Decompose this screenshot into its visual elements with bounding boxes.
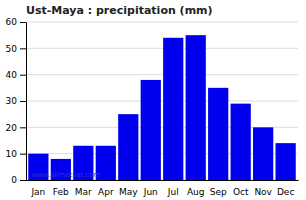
- x-tick-label: Mar: [75, 187, 92, 197]
- x-tick-label: Oct: [233, 187, 249, 197]
- chart-svg: 0 10 20 30 40 50 60 Jan Feb Mar Apr May Jun Jul Aug Sep…: [0, 0, 306, 200]
- x-axis-line: [27, 180, 299, 181]
- x-tick: May: [119, 187, 138, 197]
- grid-line: [26, 101, 298, 102]
- bar: [208, 88, 228, 180]
- grid-line: [26, 74, 298, 75]
- y-tick-label: 0: [11, 175, 17, 185]
- x-tick-label: Sep: [210, 187, 227, 197]
- y-tick: 60: [6, 17, 26, 27]
- y-tick-label: 30: [6, 96, 18, 106]
- x-tick: Oct: [233, 187, 249, 197]
- y-tick-label: 40: [6, 70, 18, 80]
- y-tick: 40: [6, 70, 26, 80]
- bars: [28, 35, 296, 180]
- y-tick-label: 20: [6, 123, 18, 133]
- y-tick-mark: [20, 22, 26, 23]
- x-tick-label: May: [119, 187, 138, 197]
- y-axis: 0 10 20 30 40 50 60: [6, 17, 27, 185]
- x-axis: Jan Feb Mar Apr May Jun Jul Aug Sep Oct Nov Dec: [27, 181, 299, 198]
- x-tick-label: Jun: [143, 187, 158, 197]
- y-tick-mark: [20, 154, 26, 155]
- x-tick: Sep: [210, 187, 227, 197]
- chart-container: 0 10 20 30 40 50 60 Jan Feb Mar Apr May Jun Jul Aug Sep…: [0, 0, 306, 200]
- x-tick-label: Jan: [30, 187, 45, 197]
- bar: [141, 80, 161, 180]
- y-tick: 30: [6, 96, 26, 106]
- x-tick-label: Feb: [53, 187, 69, 197]
- y-tick-label: 50: [6, 44, 18, 54]
- y-tick: 0: [11, 175, 26, 185]
- y-tick-label: 10: [6, 149, 18, 159]
- x-tick: Nov: [254, 187, 272, 197]
- annotation: www.allmetsat.com: [31, 171, 100, 179]
- y-tick-mark: [20, 48, 26, 49]
- bar: [186, 35, 206, 180]
- x-tick: Dec: [277, 187, 294, 197]
- x-tick: Jan: [30, 187, 45, 197]
- bar: [253, 127, 273, 180]
- y-tick-mark: [20, 180, 26, 181]
- x-tick-label: Nov: [254, 187, 272, 197]
- y-tick: 20: [6, 123, 26, 133]
- x-tick: Feb: [53, 187, 69, 197]
- x-tick: Jun: [143, 187, 158, 197]
- y-tick-mark: [20, 75, 26, 76]
- bar: [231, 104, 251, 180]
- grid: [26, 22, 298, 180]
- grid-line: [26, 48, 298, 49]
- x-tick-label: Apr: [98, 187, 114, 197]
- y-tick: 10: [6, 149, 26, 159]
- x-tick: Jul: [167, 187, 179, 197]
- x-tick: Apr: [98, 187, 114, 197]
- title: Ust-Maya : precipitation (mm): [26, 4, 213, 17]
- y-axis-line: [26, 23, 27, 181]
- bar: [276, 143, 296, 180]
- x-tick-label: Jul: [167, 187, 179, 197]
- bar: [118, 114, 138, 180]
- bar: [163, 38, 183, 180]
- x-tick-label: Dec: [277, 187, 294, 197]
- x-tick: Aug: [187, 187, 205, 197]
- y-tick-mark: [20, 127, 26, 128]
- x-tick-label: Aug: [187, 187, 205, 197]
- y-tick: 50: [6, 44, 26, 54]
- grid-line: [26, 22, 298, 23]
- y-tick-mark: [20, 101, 26, 102]
- y-tick-label: 60: [6, 17, 18, 27]
- x-tick: Mar: [75, 187, 92, 197]
